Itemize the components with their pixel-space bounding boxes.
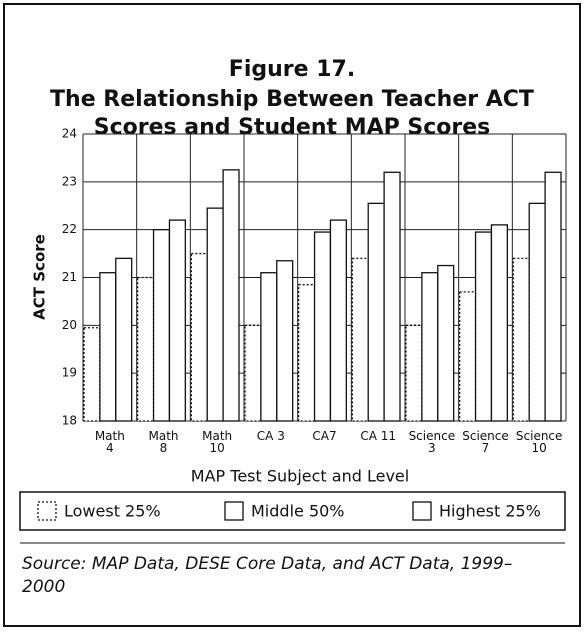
x-tick-label: CA7: [312, 429, 337, 443]
bar: [206, 207, 224, 422]
y-tick-label: 24: [62, 127, 77, 141]
y-tick-label: 19: [62, 366, 77, 380]
legend-label: Highest 25%: [439, 502, 541, 521]
bar: [298, 284, 316, 422]
bar: [421, 272, 439, 422]
x-tick-label: Science 3: [408, 429, 456, 455]
bar: [260, 272, 278, 422]
bar: [544, 171, 562, 422]
bar: [383, 171, 401, 422]
bar: [152, 229, 171, 422]
bar: [351, 257, 369, 422]
bar: [83, 327, 101, 422]
bar: [115, 257, 133, 422]
x-tick-label: Science 10: [515, 429, 563, 455]
bar: [190, 252, 208, 422]
legend-swatch: [224, 501, 244, 521]
y-tick-label: 23: [62, 174, 77, 188]
bar: [276, 260, 294, 422]
legend-label: Middle 50%: [251, 502, 345, 521]
x-tick-label: CA 11: [360, 429, 396, 443]
bar: [367, 202, 385, 422]
legend-label: Lowest 25%: [64, 502, 161, 521]
y-tick-label: 22: [62, 222, 77, 236]
bar: [459, 291, 477, 422]
x-tick-label: Math 10: [202, 429, 233, 455]
y-tick-label: 21: [62, 270, 77, 284]
legend-swatch: [37, 501, 57, 521]
x-tick-label: Math 8: [148, 429, 179, 455]
bar: [222, 169, 240, 422]
chart-title: Figure 17.: [229, 57, 355, 82]
bar: [99, 272, 117, 422]
bar: [313, 231, 332, 422]
legend-swatch: [412, 501, 432, 521]
x-tick-label: Science 7: [462, 429, 509, 455]
source-note: Source: MAP Data, DESE Core Data, and AC…: [22, 554, 513, 597]
y-axis-label: ACT Score: [31, 234, 49, 320]
y-tick-label: 18: [62, 414, 77, 428]
legend-box: [19, 491, 566, 531]
x-axis-label: MAP Test Subject and Level: [191, 467, 409, 486]
bar: [405, 324, 423, 422]
x-tick-label: CA 3: [256, 429, 285, 443]
x-tick-label: Math 4: [94, 429, 125, 455]
chart-subtitle: The Relationship Between Teacher ACT Scor…: [50, 87, 534, 140]
bar: [474, 231, 493, 422]
y-tick-label: 20: [62, 318, 77, 332]
bar: [244, 324, 262, 422]
bar: [528, 202, 546, 422]
bar: [490, 224, 508, 422]
bar: [137, 276, 155, 422]
frame: [3, 3, 581, 627]
bar: [329, 219, 347, 422]
bar: [437, 264, 455, 422]
bar: [168, 219, 186, 422]
bar: [512, 257, 530, 422]
